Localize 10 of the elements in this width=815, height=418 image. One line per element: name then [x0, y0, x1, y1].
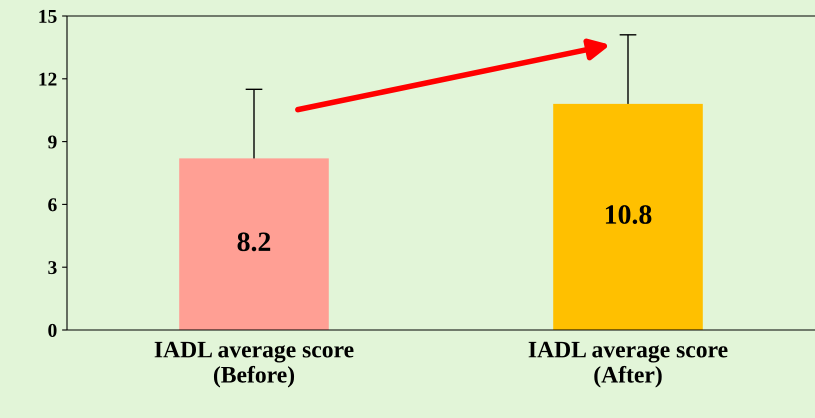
y-tick-label: 0	[48, 324, 57, 337]
y-tick-label: 6	[48, 198, 57, 212]
data-label: 10.8	[606, 205, 652, 224]
x-tick-label: IADL average score (Before)	[154, 342, 354, 388]
y-tick-label: 12	[39, 72, 56, 86]
x-tick-label: IADL average score (After)	[528, 342, 728, 388]
y-tick-label: 3	[48, 261, 57, 274]
y-tick-label: 9	[48, 135, 57, 149]
data-label: 8.2	[238, 232, 270, 252]
y-tick-label: 15	[39, 10, 57, 23]
